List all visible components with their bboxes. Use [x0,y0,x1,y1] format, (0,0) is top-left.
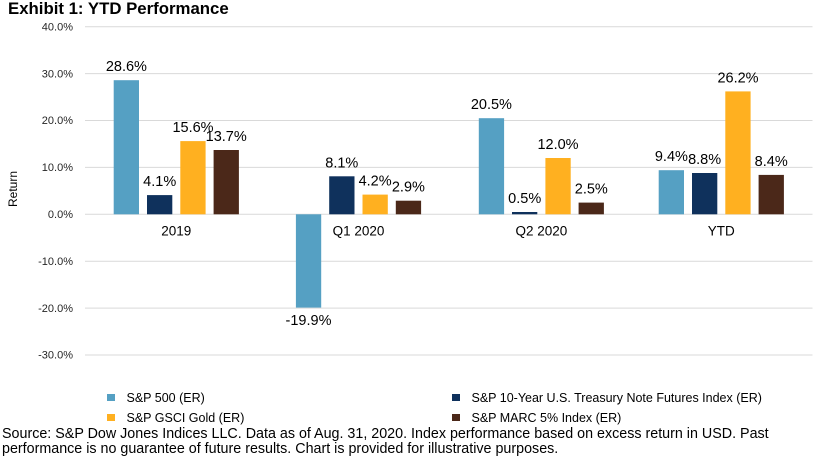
svg-text:YTD: YTD [708,223,735,238]
svg-text:12.0%: 12.0% [537,137,578,153]
svg-text:Q1 2020: Q1 2020 [333,223,385,238]
svg-text:4.1%: 4.1% [143,174,176,190]
svg-text:-30.0%: -30.0% [38,350,73,362]
svg-text:8.8%: 8.8% [688,152,721,168]
svg-text:28.6%: 28.6% [106,59,147,75]
svg-text:4.2%: 4.2% [359,174,392,190]
svg-text:40.0%: 40.0% [42,21,73,33]
svg-text:30.0%: 30.0% [42,68,73,80]
svg-text:-19.9%: -19.9% [286,313,332,329]
svg-text:20.0%: 20.0% [42,115,73,127]
svg-text:10.0%: 10.0% [42,162,73,174]
svg-text:2.9%: 2.9% [392,180,425,196]
svg-text:-10.0%: -10.0% [38,256,73,268]
svg-text:8.1%: 8.1% [325,155,358,171]
svg-text:9.4%: 9.4% [655,149,688,165]
svg-text:26.2%: 26.2% [717,70,758,86]
svg-text:-20.0%: -20.0% [38,303,73,315]
svg-text:2019: 2019 [161,223,191,238]
svg-text:8.4%: 8.4% [755,154,788,170]
svg-text:Q2 2020: Q2 2020 [516,223,568,238]
svg-text:2.5%: 2.5% [575,182,608,198]
svg-text:20.5%: 20.5% [471,97,512,113]
svg-text:13.7%: 13.7% [206,129,247,145]
svg-text:0.5%: 0.5% [508,191,541,207]
svg-text:0.0%: 0.0% [48,209,73,221]
